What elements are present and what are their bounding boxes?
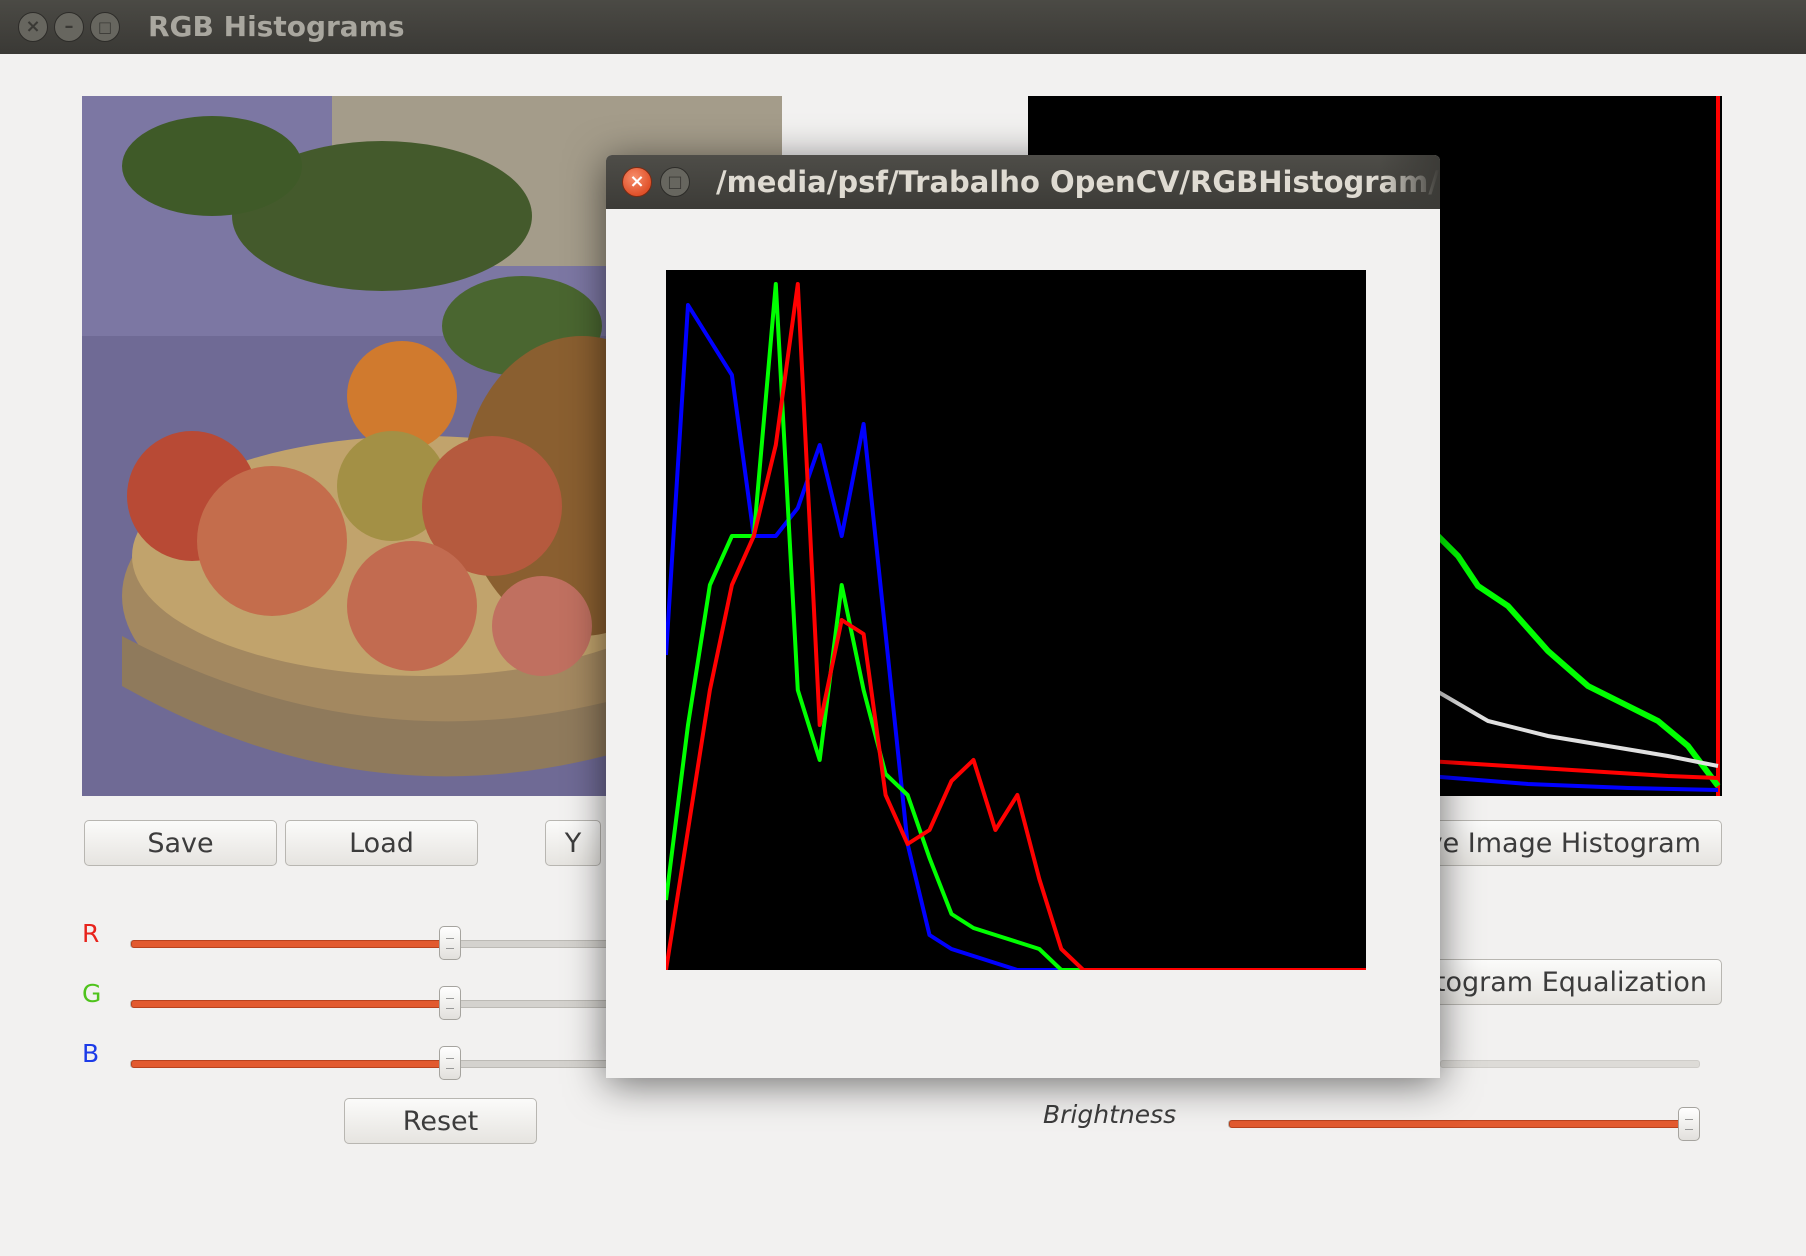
blue-series-line (664, 303, 1366, 972)
brightness-slider-fill (1229, 1120, 1692, 1128)
contrast-slider[interactable] (1440, 1060, 1700, 1068)
minimize-icon[interactable]: – (54, 12, 84, 42)
main-titlebar: × – □ RGB Histograms (0, 0, 1806, 54)
title-fade (1380, 155, 1440, 209)
maximize-icon[interactable]: □ (90, 12, 120, 42)
source-image (82, 96, 782, 796)
window-title: RGB Histograms (148, 10, 405, 43)
brightness-label: Brightness (1043, 1100, 1177, 1129)
b-slider-handle[interactable] (439, 1046, 461, 1080)
histogram-chart (664, 270, 1366, 972)
popup-title: /media/psf/Trabalho OpenCV/RGBHistogram/… (716, 165, 1440, 199)
green-series-line (664, 282, 1366, 972)
close-icon[interactable]: × (622, 167, 652, 197)
brightness-slider[interactable] (1228, 1120, 1700, 1128)
save-image-histogram-button[interactable]: ve Image Histogram (1410, 820, 1722, 866)
brightness-slider-handle[interactable] (1677, 1107, 1700, 1141)
b-slider-fill (131, 1060, 453, 1068)
b-slider-label: B (82, 1039, 100, 1068)
save-button[interactable]: Save (84, 820, 277, 866)
g-slider-label: G (82, 979, 102, 1008)
g-slider-fill (131, 1000, 453, 1008)
r-slider-label: R (82, 919, 100, 948)
load-button[interactable]: Load (285, 820, 478, 866)
popup-titlebar: × □ /media/psf/Trabalho OpenCV/RGBHistog… (606, 155, 1440, 209)
histogram-equalization-button[interactable]: togram Equalization (1410, 959, 1722, 1005)
g-slider-handle[interactable] (439, 986, 461, 1020)
maximize-icon[interactable]: □ (660, 167, 690, 197)
red-series-line (664, 282, 1366, 972)
reset-button[interactable]: Reset (344, 1098, 537, 1144)
close-icon[interactable]: × (18, 12, 48, 42)
r-slider-handle[interactable] (439, 926, 461, 960)
histogram-popup-window: × □ /media/psf/Trabalho OpenCV/RGBHistog… (606, 155, 1440, 1078)
r-slider-fill (131, 940, 453, 948)
y-button[interactable]: Y (545, 820, 601, 866)
